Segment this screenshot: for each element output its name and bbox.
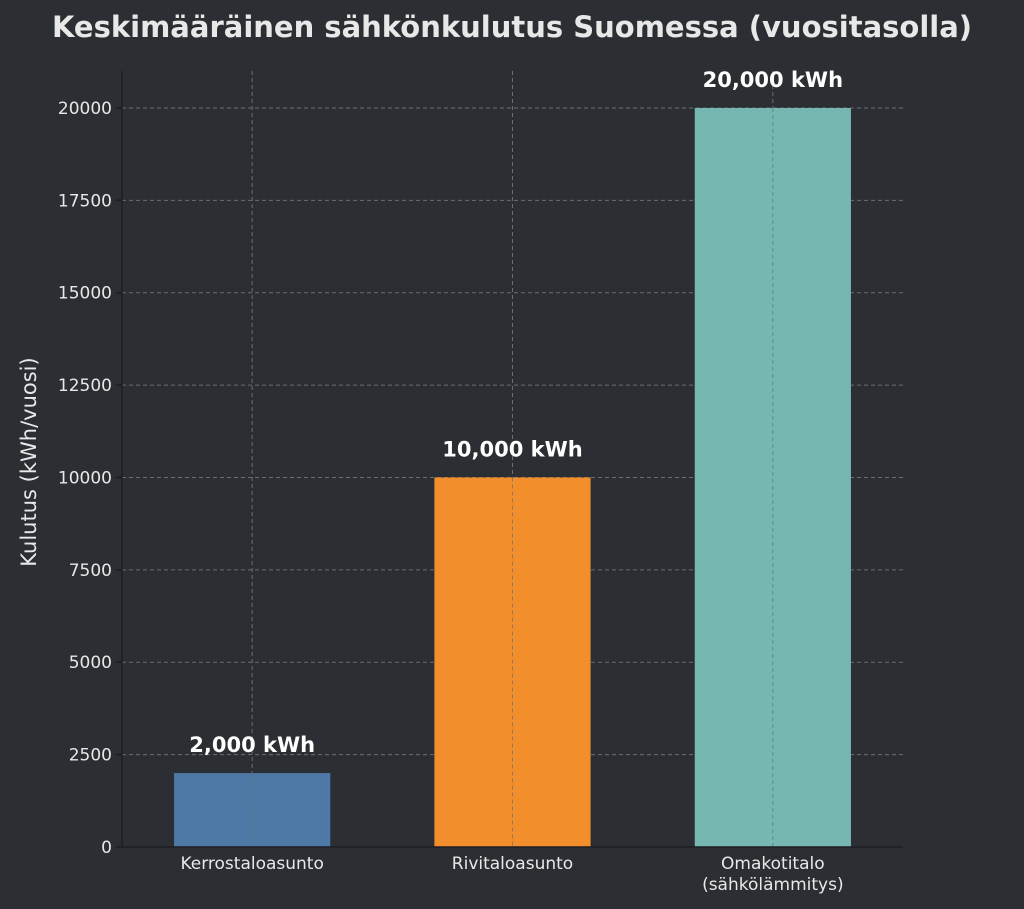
y-tick-label: 7500 — [69, 561, 112, 581]
y-tick-label: 15000 — [58, 284, 112, 304]
y-axis-label: Kulutus (kWh/vuosi) — [17, 357, 41, 566]
bar — [694, 107, 851, 847]
y-tick-label: 17500 — [58, 191, 112, 211]
x-tick-label: Rivitaloasunto — [452, 854, 573, 874]
y-tick-label: 20000 — [58, 99, 112, 119]
bars — [174, 107, 851, 847]
y-tick-label: 2500 — [69, 746, 112, 766]
y-tick-label: 10000 — [58, 468, 112, 488]
x-tick-label: Kerrostaloasunto — [180, 854, 323, 874]
chart-title: Keskimääräinen sähkönkulutus Suomessa (v… — [52, 10, 972, 44]
data-labels: 2,000 kWh 10,000 kWh 20,000 kWh — [189, 68, 843, 757]
x-tick-label: Omakotitalo (sähkölämmitys) — [702, 854, 844, 895]
y-tick-labels: 0 2500 5000 7500 10000 12500 15000 17500 20000 — [58, 99, 112, 858]
x-tick-labels: Kerrostaloasunto Rivitaloasunto Omakotital… — [180, 854, 843, 895]
data-label: 2,000 kWh — [189, 733, 315, 757]
data-label: 10,000 kWh — [442, 437, 582, 461]
y-tick-label: 5000 — [69, 653, 112, 673]
y-tick-label: 12500 — [58, 376, 112, 396]
data-label: 20,000 kWh — [703, 68, 843, 92]
axes — [116, 71, 903, 848]
y-tick-label: 0 — [101, 838, 112, 858]
